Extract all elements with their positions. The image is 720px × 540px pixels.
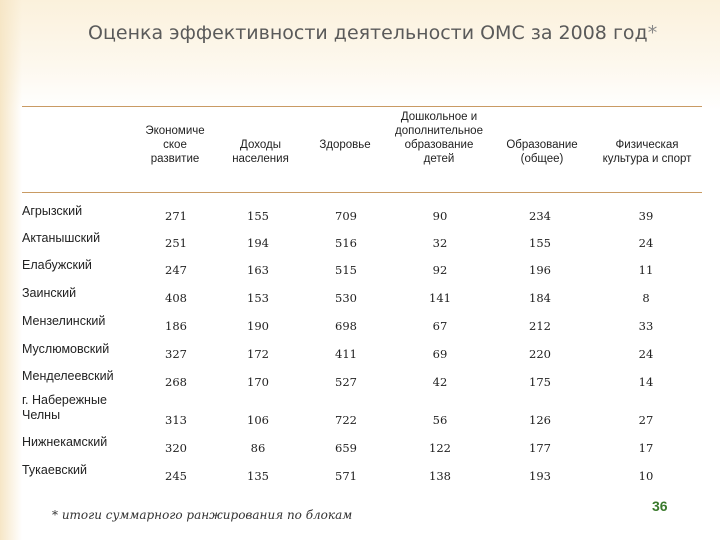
table-top-rule — [22, 106, 702, 107]
cell-value: 14 — [638, 375, 654, 389]
footnote: * итоги суммарного ранжирования по блока… — [52, 508, 353, 522]
cell-value: 10 — [638, 469, 654, 483]
cell-value: 194 — [247, 236, 269, 250]
cell-value: 327 — [165, 347, 187, 361]
cell-value: 251 — [165, 236, 187, 250]
cell-value: 138 — [429, 469, 451, 483]
cell-value: 155 — [247, 209, 269, 223]
cell-value: 530 — [335, 291, 357, 305]
cell-value: 220 — [529, 347, 551, 361]
table-header-rule — [22, 192, 702, 193]
cell-value: 212 — [529, 319, 551, 333]
cell-value: 698 — [335, 319, 357, 333]
cell-value: 92 — [432, 263, 448, 277]
cell-value: 126 — [529, 413, 551, 427]
cell-value: 155 — [529, 236, 551, 250]
cell-value: 39 — [638, 209, 654, 223]
row-label: Агрызский — [22, 204, 83, 218]
cell-value: 175 — [529, 375, 551, 389]
cell-value: 186 — [165, 319, 187, 333]
row-label: Муслюмовский — [22, 342, 110, 356]
cell-value: 709 — [335, 209, 357, 223]
cell-value: 122 — [429, 441, 451, 455]
cell-value: 320 — [165, 441, 187, 455]
cell-value: 234 — [529, 209, 551, 223]
cell-value: 196 — [529, 263, 551, 277]
cell-value: 515 — [335, 263, 357, 277]
column-header-sport: Физическая культура и спорт — [602, 139, 692, 165]
cell-value: 17 — [638, 441, 654, 455]
cell-value: 141 — [429, 291, 451, 305]
cell-value: 177 — [529, 441, 551, 455]
cell-value: 90 — [432, 209, 448, 223]
column-header-preschool: Дошкольное и дополнительное образование … — [395, 111, 483, 165]
column-header-economy: Экономиче ское развитие — [145, 125, 205, 165]
cell-value: 86 — [250, 441, 266, 455]
row-label: Актанышский — [22, 231, 101, 245]
cell-value: 106 — [247, 413, 269, 427]
cell-value: 527 — [335, 375, 357, 389]
header-background — [0, 0, 720, 110]
cell-value: 411 — [335, 347, 357, 361]
cell-value: 69 — [432, 347, 448, 361]
row-label: Елабужский — [22, 258, 92, 272]
cell-value: 8 — [642, 291, 650, 305]
cell-value: 571 — [335, 469, 357, 483]
cell-value: 11 — [638, 263, 654, 277]
cell-value: 247 — [165, 263, 187, 277]
left-decor-band — [0, 0, 22, 540]
cell-value: 32 — [432, 236, 448, 250]
row-label: Менделеевский — [22, 369, 114, 383]
row-label: Тукаевский — [22, 463, 88, 477]
cell-value: 193 — [529, 469, 551, 483]
row-label: г. Набережные Челны — [22, 393, 107, 422]
cell-value: 659 — [335, 441, 357, 455]
cell-value: 33 — [638, 319, 654, 333]
title-text: Оценка эффективности деятельности ОМС за… — [88, 22, 648, 44]
slide-title: Оценка эффективности деятельности ОМС за… — [88, 22, 708, 44]
cell-value: 722 — [335, 413, 357, 427]
cell-value: 163 — [247, 263, 269, 277]
row-label: Мензелинский — [22, 314, 106, 328]
row-label: Нижнекамский — [22, 435, 108, 449]
cell-value: 153 — [247, 291, 269, 305]
cell-value: 268 — [165, 375, 187, 389]
column-header-education: Образование (общее) — [506, 139, 578, 165]
cell-value: 190 — [247, 319, 269, 333]
title-footnote-mark: * — [647, 22, 658, 44]
cell-value: 184 — [529, 291, 551, 305]
cell-value: 245 — [165, 469, 187, 483]
cell-value: 42 — [432, 375, 448, 389]
cell-value: 135 — [247, 469, 269, 483]
cell-value: 56 — [432, 413, 448, 427]
cell-value: 172 — [247, 347, 269, 361]
cell-value: 170 — [247, 375, 269, 389]
cell-value: 313 — [165, 413, 187, 427]
cell-value: 271 — [165, 209, 187, 223]
cell-value: 24 — [638, 236, 654, 250]
cell-value: 516 — [335, 236, 357, 250]
cell-value: 27 — [638, 413, 654, 427]
column-header-income: Доходы населения — [232, 139, 289, 165]
column-header-health: Здоровье — [319, 139, 371, 151]
row-label: Заинский — [22, 286, 77, 300]
cell-value: 408 — [165, 291, 187, 305]
page-number: 36 — [652, 498, 668, 514]
cell-value: 67 — [432, 319, 448, 333]
cell-value: 24 — [638, 347, 654, 361]
